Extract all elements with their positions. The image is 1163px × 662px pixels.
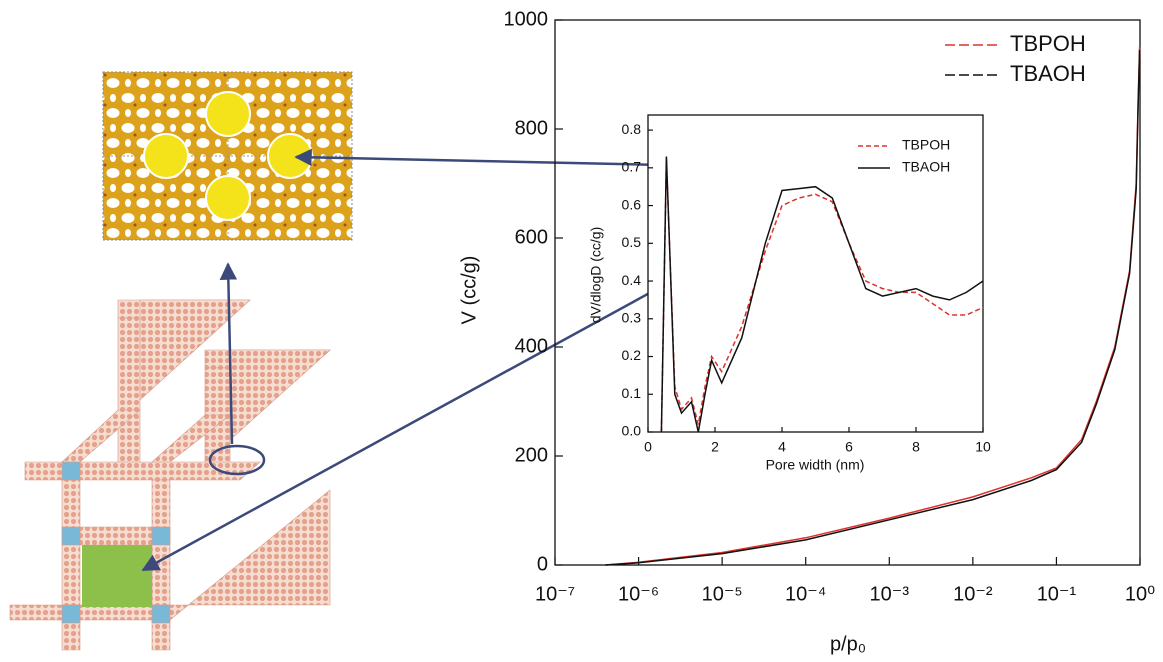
y-tick-label: 0.4 bbox=[622, 272, 642, 288]
page: {"chart_data": [ {"type": "line", "xlabe… bbox=[0, 0, 1163, 662]
y-tick-label: 0.6 bbox=[622, 196, 642, 212]
y-tick-label: 200 bbox=[515, 444, 548, 466]
y-tick-label: 800 bbox=[515, 117, 548, 139]
legend-label: TBAOH bbox=[902, 159, 950, 175]
layered-structure bbox=[10, 300, 330, 650]
x-tick-label: 10⁻² bbox=[953, 583, 993, 605]
y-tick-label: 0.0 bbox=[622, 423, 642, 439]
y-tick-label: 0.8 bbox=[622, 121, 642, 137]
x-tick-label: 10⁻⁴ bbox=[785, 583, 826, 605]
x-tick-label: 10⁻¹ bbox=[1037, 583, 1077, 605]
x-tick-label: 4 bbox=[778, 439, 786, 455]
x-tick-label: 10 bbox=[975, 439, 991, 455]
x-tick-label: 10⁰ bbox=[1125, 583, 1155, 605]
y-tick-label: 600 bbox=[515, 226, 548, 248]
y-axis-label: dV/dlogD (cc/g) bbox=[588, 227, 604, 323]
y-tick-label: 0 bbox=[537, 553, 548, 575]
x-tick-label: 10⁻³ bbox=[870, 583, 910, 605]
y-tick-label: 0.5 bbox=[622, 234, 642, 250]
x-axis-label: Pore width (nm) bbox=[766, 457, 865, 473]
x-tick-label: 0 bbox=[644, 439, 652, 455]
figure: 0 200 400 600 800 1000 10⁻⁷ 10⁻⁶ 10⁻⁵ 10⁻⁴ 10⁻³ 10⁻… bbox=[0, 0, 1163, 662]
y-tick-label: 0.7 bbox=[622, 159, 642, 175]
framework-image bbox=[103, 72, 352, 240]
y-axis-label: V (cc/g) bbox=[458, 256, 480, 325]
y-tick-label: 1000 bbox=[504, 8, 549, 30]
y-tick-label: 400 bbox=[515, 335, 548, 357]
legend-label: TBPOH bbox=[1010, 31, 1086, 56]
x-tick-label: 10⁻⁵ bbox=[702, 583, 743, 605]
legend-label: TBPOH bbox=[902, 137, 950, 153]
y-tick-label: 0.2 bbox=[622, 347, 642, 363]
x-tick-label: 8 bbox=[912, 439, 920, 455]
y-tick-label: 0.3 bbox=[622, 309, 642, 325]
x-tick-label: 10⁻⁶ bbox=[618, 583, 659, 605]
x-tick-label: 10⁻⁷ bbox=[535, 583, 575, 605]
y-tick-label: 0.1 bbox=[622, 385, 642, 401]
x-tick-label: 6 bbox=[845, 439, 853, 455]
legend-label: TBAOH bbox=[1010, 61, 1086, 86]
x-axis-label: p/p₀ bbox=[830, 633, 866, 655]
x-tick-label: 2 bbox=[711, 439, 719, 455]
